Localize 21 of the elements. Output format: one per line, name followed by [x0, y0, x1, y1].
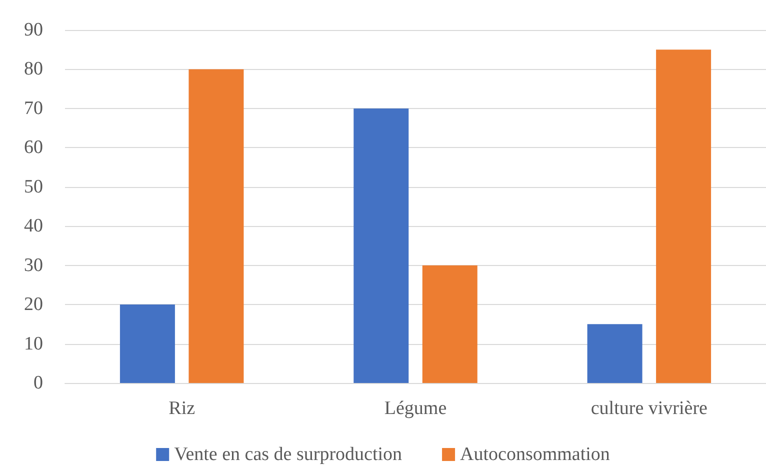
bar [188, 69, 244, 383]
bar [354, 108, 409, 383]
y-tick-label: 10 [24, 333, 43, 354]
legend-label: Autoconsommation [460, 444, 610, 465]
x-tick-label: Riz [168, 398, 196, 419]
y-tick-label: 90 [24, 20, 43, 40]
y-tick-label: 50 [24, 176, 43, 198]
bar [422, 265, 478, 383]
y-tick-label: 30 [24, 254, 43, 276]
y-tick-label: 0 [34, 372, 43, 394]
y-tick-label: 70 [24, 98, 43, 119]
x-tick-label: Légume [384, 398, 447, 419]
y-tick-label: 60 [24, 137, 43, 158]
x-tick-label: culture vivrière [590, 398, 708, 419]
bar [587, 324, 642, 383]
bar [120, 304, 175, 383]
y-tick-label: 80 [24, 58, 43, 80]
y-tick-label: 40 [24, 216, 43, 237]
legend-label: Vente en cas de surproduction [174, 444, 403, 465]
y-tick-label: 20 [24, 294, 43, 316]
bar [656, 50, 712, 383]
